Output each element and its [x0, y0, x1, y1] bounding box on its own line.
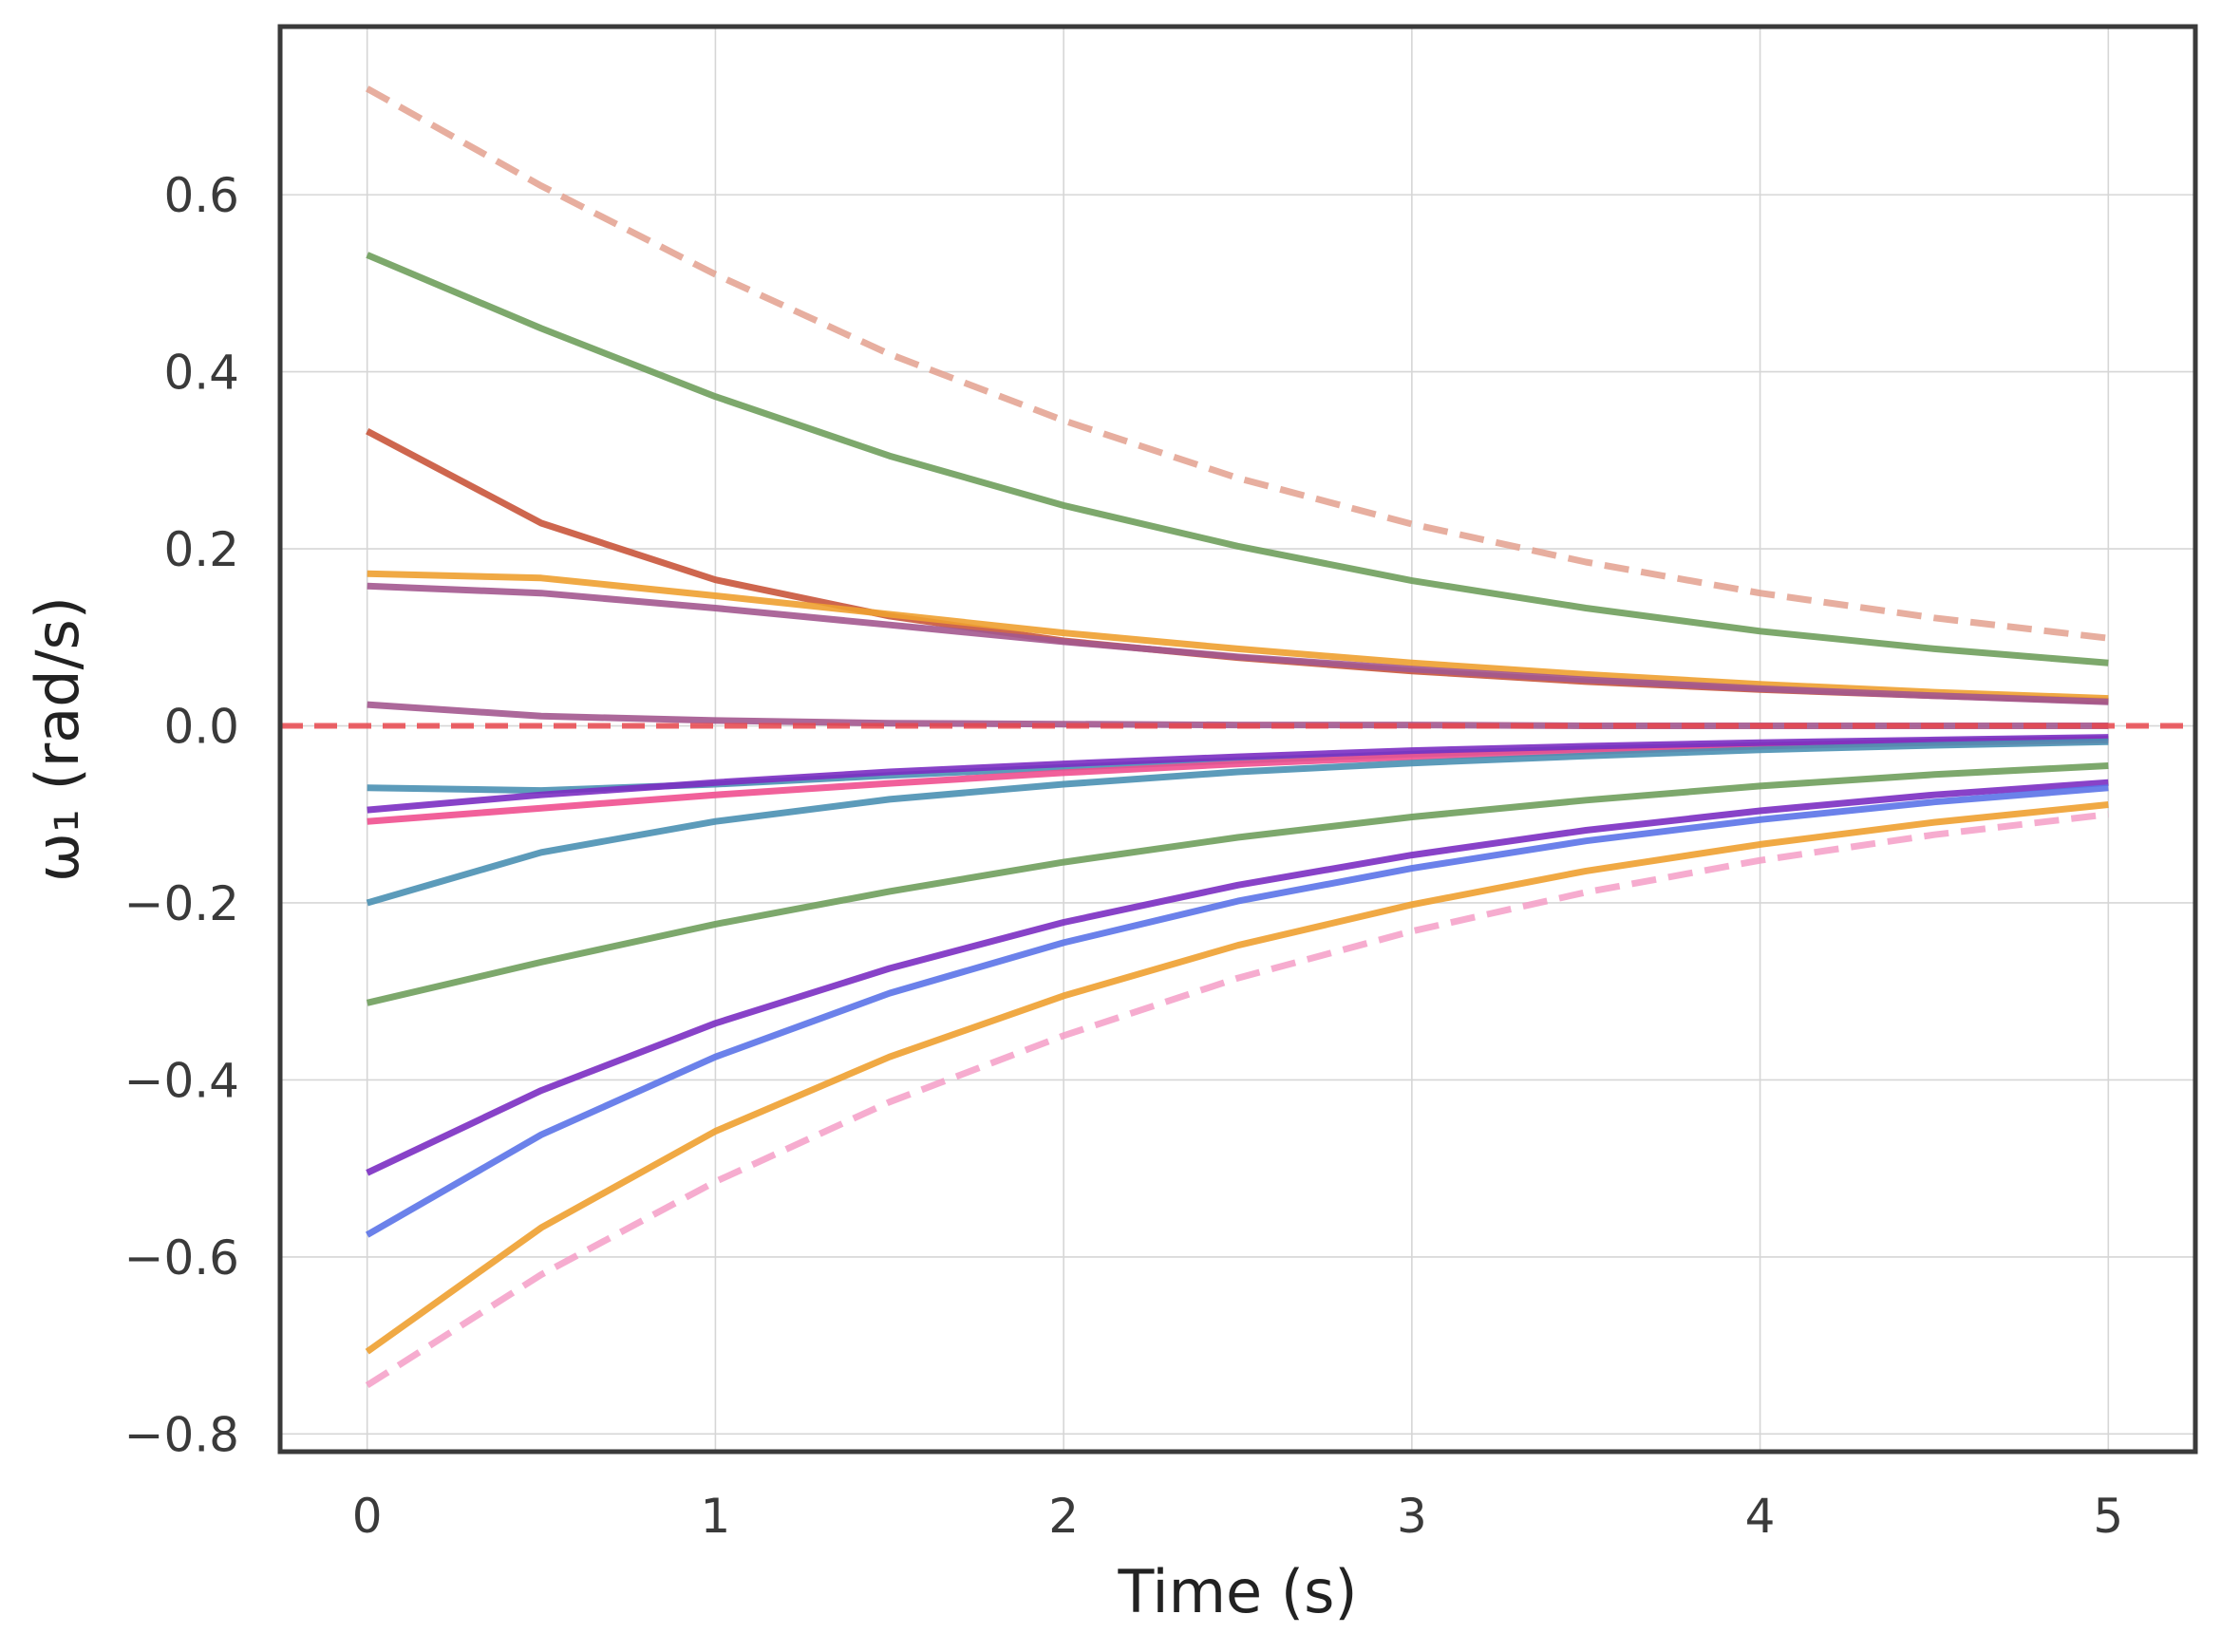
x-tick-label: 2: [1048, 1489, 1079, 1544]
y-tick-label: 0.2: [163, 522, 239, 577]
x-axis-label: Time (s): [1117, 1557, 1357, 1626]
series-line-purple-lower: [366, 779, 2109, 1176]
series-line-blue-lower: [365, 784, 2109, 1238]
x-tick-label: 1: [701, 1489, 731, 1544]
series-line-teal-lower: [366, 738, 2109, 907]
y-tick-label: −0.4: [124, 1053, 239, 1108]
y-tick-label: −0.8: [124, 1407, 239, 1462]
plot-frame: [277, 24, 2198, 1455]
x-tick-label: 4: [1745, 1489, 1776, 1544]
series-line-green-lower: [366, 762, 2109, 1006]
series-line-green-upper: [366, 252, 2109, 666]
y-tick-label: 0.0: [163, 700, 239, 755]
x-tick-label: 0: [352, 1489, 383, 1544]
x-tick-label: 3: [1397, 1489, 1427, 1544]
y-axis-label: ω₁ (rad/s): [23, 596, 92, 882]
series-layer: [365, 85, 2109, 1389]
y-tick-labels: −0.8 −0.6 −0.4 −0.2 0.0 0.2 0.4 0.6: [124, 168, 239, 1462]
x-tick-label: 5: [2093, 1489, 2123, 1544]
series-line-purple-small: [367, 734, 2109, 814]
series-line-orange-upper: [367, 570, 2109, 703]
y-tick-label: −0.6: [124, 1230, 239, 1286]
series-line-lower-bound: [365, 811, 2109, 1389]
y-tick-label: 0.6: [163, 168, 239, 223]
y-tick-label: 0.4: [163, 346, 239, 401]
x-tick-labels: 0 1 2 3 4 5: [352, 1489, 2123, 1544]
series-line-orange-lower: [365, 801, 2109, 1355]
series-line-mauve-upper: [367, 582, 2109, 705]
y-tick-label: −0.2: [124, 876, 239, 931]
